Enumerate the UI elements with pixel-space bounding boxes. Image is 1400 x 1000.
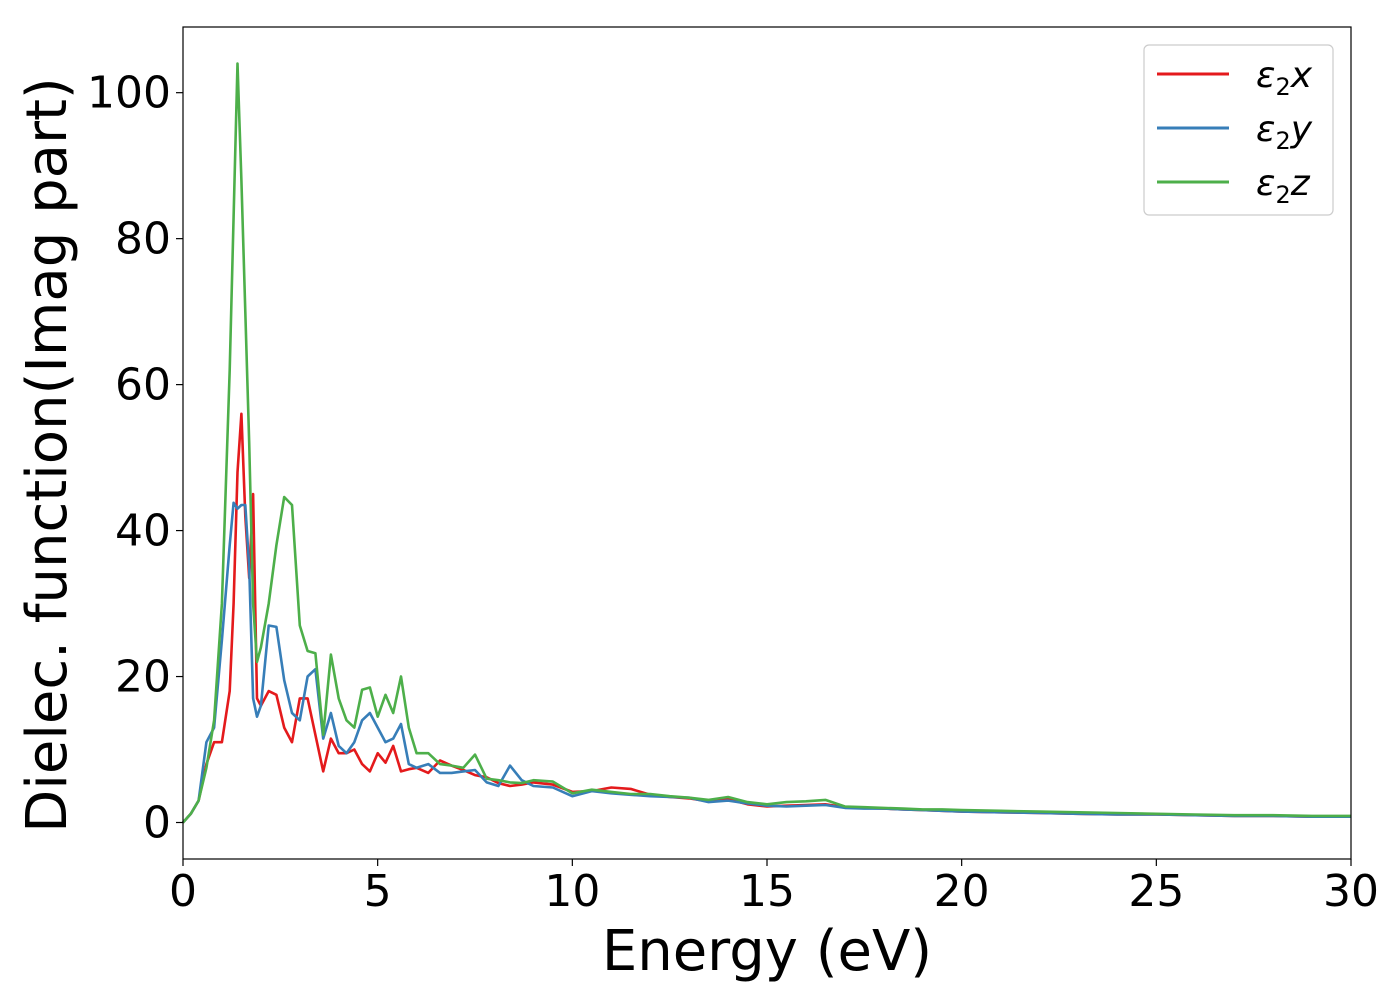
- x-tick-label: 25: [1128, 866, 1184, 917]
- y-tick-label: 80: [115, 214, 171, 265]
- legend-label-suffix: y: [1290, 109, 1313, 150]
- legend-entry: ε2z: [1157, 163, 1311, 209]
- legend-label-prefix: ε: [1256, 109, 1275, 150]
- x-tick-label: 30: [1323, 866, 1379, 917]
- legend-label-subscript: 2: [1275, 73, 1290, 101]
- legend-label-prefix: ε: [1256, 163, 1275, 204]
- legend-label-prefix: ε: [1256, 55, 1275, 96]
- y-tick-label: 60: [115, 360, 171, 411]
- y-tick-label: 40: [115, 506, 171, 557]
- series-layer: [182, 62, 1351, 824]
- x-axis-label: Energy (eV): [602, 919, 932, 984]
- plot-frame: [182, 26, 1352, 860]
- x-tick-label: 20: [934, 866, 990, 917]
- y-tick-label: 20: [115, 652, 171, 703]
- x-tick-label: 0: [169, 866, 197, 917]
- legend-label-subscript: 2: [1275, 181, 1290, 209]
- x-tick-label: 15: [739, 866, 795, 917]
- series-line: [182, 62, 1351, 824]
- y-tick-label: 0: [143, 798, 171, 849]
- y-axis-label: Dielec. function(Imag part): [15, 77, 80, 833]
- legend-label-suffix: z: [1290, 163, 1311, 204]
- tick-layer: 0 5 10 15 20 25 30 0 20 40 60 80 100: [87, 68, 1379, 917]
- legend-label: ε2z: [1256, 163, 1311, 209]
- x-tick-label: 5: [364, 866, 392, 917]
- legend-entry: ε2y: [1157, 109, 1313, 155]
- legend-label: ε2x: [1256, 55, 1313, 101]
- legend: ε2x ε2y ε2z: [1143, 44, 1334, 216]
- x-tick-label: 10: [544, 866, 600, 917]
- legend-entry: ε2x: [1157, 55, 1313, 101]
- legend-box: [1143, 44, 1334, 216]
- legend-label-suffix: x: [1290, 55, 1313, 96]
- legend-label: ε2y: [1256, 109, 1313, 155]
- y-tick-label: 100: [87, 68, 171, 119]
- legend-label-subscript: 2: [1275, 127, 1290, 155]
